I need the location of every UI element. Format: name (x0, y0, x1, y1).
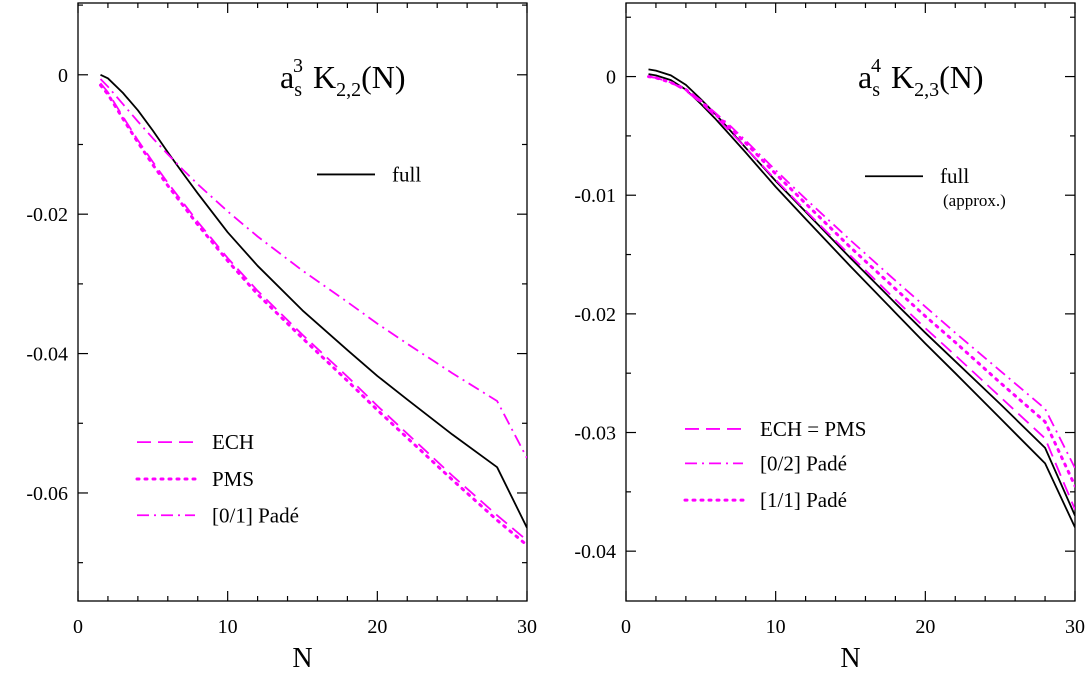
legend-label: [0/1] Padé (212, 503, 299, 527)
legend-label: full (940, 164, 969, 188)
panel-title: as3 K2,2(N) (280, 55, 406, 101)
legend-label: [0/2] Padé (760, 451, 847, 475)
legend-label: ECH (212, 430, 254, 454)
x-axis-label: N (840, 643, 860, 674)
x-tick-label: 30 (517, 616, 537, 638)
title-part: (N) (361, 59, 405, 95)
title-part: 2,2 (336, 79, 361, 101)
x-axis-label: N (292, 643, 312, 674)
series-line (648, 75, 1075, 469)
legend-label: full (392, 162, 421, 186)
x-tick-label: 20 (367, 616, 387, 638)
title-part: a (280, 59, 294, 95)
plot-frame (625, 2, 1076, 602)
y-tick-label: -0.03 (574, 423, 616, 445)
panel-title: as4 K2,3(N) (858, 55, 984, 101)
title-part: 2,3 (914, 79, 939, 101)
y-tick-label: -0.06 (26, 483, 68, 505)
y-tick-label: -0.02 (574, 304, 616, 326)
y-tick-label: -0.01 (574, 185, 616, 207)
title-part: K (305, 59, 336, 95)
series-line (648, 73, 1075, 528)
legend-label: [1/1] Padé (760, 488, 847, 512)
y-tick-label: -0.02 (26, 204, 68, 226)
series-line (100, 73, 527, 529)
title-part: (N) (939, 59, 983, 95)
title-part: 3 (293, 55, 303, 77)
title-part: s (872, 79, 880, 101)
x-tick-label: 10 (218, 616, 238, 638)
title-part: s (294, 79, 302, 101)
title-part: 4 (871, 55, 881, 77)
series-line (647, 75, 1075, 488)
legend-label: ECH = PMS (760, 417, 866, 441)
x-tick-label: 10 (766, 616, 786, 638)
x-tick-label: 0 (73, 616, 83, 638)
y-tick-label: -0.04 (26, 344, 68, 366)
legend-label: PMS (212, 467, 254, 491)
legend-note: (approx.) (943, 191, 1006, 210)
series-line (648, 75, 1075, 510)
title-part: K (883, 59, 914, 95)
series-line (99, 83, 527, 547)
series-line (99, 82, 527, 542)
x-tick-label: 20 (915, 616, 935, 638)
series-line (99, 78, 527, 459)
plot-frame (77, 2, 528, 602)
x-tick-label: 0 (621, 616, 631, 638)
x-tick-label: 30 (1065, 616, 1085, 638)
y-tick-label: 0 (58, 65, 68, 87)
series-line (648, 68, 1075, 516)
title-part: a (858, 59, 872, 95)
y-tick-label: -0.04 (574, 541, 616, 563)
y-tick-label: 0 (606, 67, 616, 89)
